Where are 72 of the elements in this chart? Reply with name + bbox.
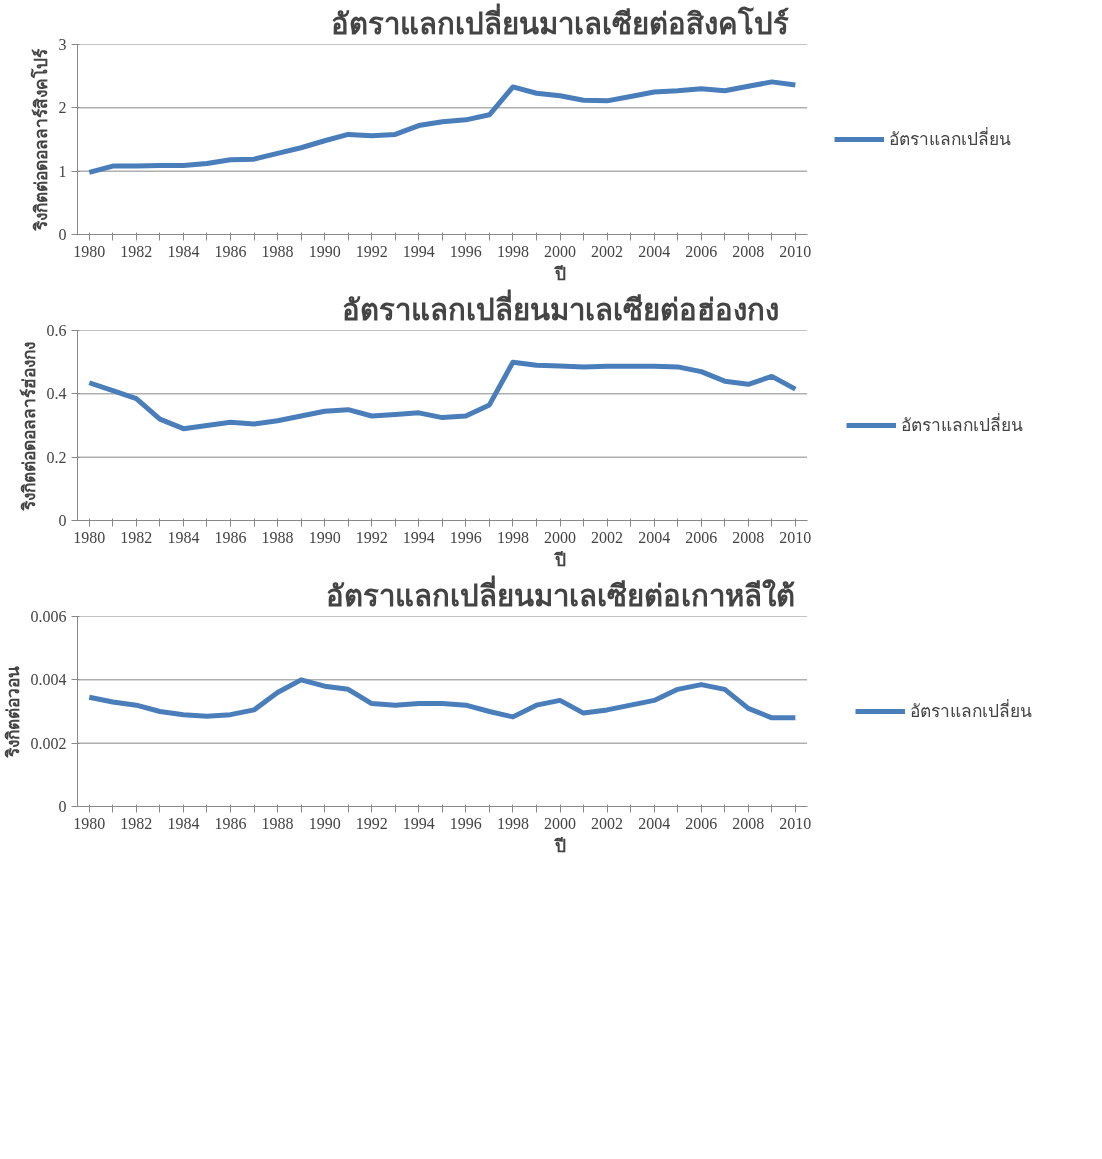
x-tick-label: 1998 [496,242,529,260]
legend-label: อัตราแลกเปลี่ยน [900,412,1023,437]
x-tick-label: 1992 [355,242,388,260]
x-tick-label: 1992 [355,814,388,832]
x-tick-label: 1994 [402,528,435,546]
x-tick-label: 2002 [591,242,624,260]
y-tick-label: 0.002 [30,734,67,752]
x-tick-label: 1988 [261,242,294,260]
x-tick-label: 1996 [449,528,482,546]
x-tick-label: 1990 [308,242,341,260]
x-tick-label: 1996 [449,814,482,832]
x-tick-label: 2004 [638,242,671,260]
y-tick-label: 0.6 [46,322,67,339]
x-tick-label: 2010 [779,242,812,260]
y-axis-title: ริงกิตต่อวอน [3,666,23,759]
x-tick-label: 1988 [261,528,294,546]
x-tick-label: 1988 [261,814,294,832]
x-tick-label: 1980 [73,814,106,832]
y-tick-label: 0 [58,226,67,243]
x-tick-label: 1994 [402,242,435,260]
x-tick-label: 2008 [732,528,765,546]
x-tick-label: 1992 [355,528,388,546]
y-tick-label: 0.006 [30,608,67,625]
x-tick-label: 2000 [544,814,576,832]
x-tick-label: 2008 [732,242,765,260]
x-axis-title: ปี [553,835,566,856]
x-tick-label: 1996 [449,242,482,260]
x-tick-label: 2006 [685,528,718,546]
x-tick-label: 2002 [591,814,624,832]
x-tick-label: 1982 [120,528,153,546]
x-tick-label: 2006 [685,814,718,832]
x-tick-label: 2006 [685,242,718,260]
y-tick-label: 3 [58,36,67,53]
x-tick-label: 2002 [591,528,624,546]
y-axis-title: ริงกิตต่อดอลลาร์สิงคโปร์ [29,48,51,232]
x-tick-label: 1990 [308,814,341,832]
y-tick-label: 2 [58,99,67,117]
x-tick-label: 1994 [402,814,435,832]
x-tick-label: 1980 [73,242,106,260]
chart-title: อัตราแลกเปลี่ยนมาเลเซียต่อฮ่องกง [341,288,779,326]
chart-title: อัตราแลกเปลี่ยนมาเลเซียต่อสิงคโปร์ [331,2,789,40]
x-tick-label: 2000 [544,528,576,546]
y-tick-label: 0 [58,512,67,529]
x-tick-label: 1986 [214,814,247,832]
x-tick-label: 2004 [638,814,671,832]
y-tick-label: 0 [58,798,67,815]
y-tick-label: 1 [58,162,67,180]
y-tick-label: 0.2 [46,448,67,466]
chart-title: อัตราแลกเปลี่ยนมาเลเซียต่อเกาหลีใต้ [325,574,795,612]
x-axis-title: ปี [553,549,566,570]
x-tick-label: 1984 [167,242,200,260]
x-tick-label: 1980 [73,528,106,546]
y-tick-label: 0.4 [46,385,67,403]
x-tick-label: 1984 [167,814,200,832]
x-tick-label: 1982 [120,814,153,832]
legend-label: อัตราแลกเปลี่ยน [910,698,1032,723]
x-tick-label: 1984 [167,528,200,546]
x-tick-label: 2004 [638,528,671,546]
y-axis-title: ริงกิตต่อดอลลาร์ฮ่องกง [18,341,39,512]
x-axis-title: ปี [553,263,566,284]
x-tick-label: 1982 [120,242,153,260]
x-tick-label: 1998 [496,528,529,546]
x-tick-label: 1986 [214,528,247,546]
x-tick-label: 2010 [779,528,812,546]
x-tick-label: 1990 [308,528,341,546]
x-tick-label: 2010 [779,814,812,832]
x-tick-label: 2008 [732,814,765,832]
legend-label: อัตราแลกเปลี่ยน [888,126,1011,151]
x-tick-label: 2000 [544,242,576,260]
x-tick-label: 1998 [496,814,529,832]
x-tick-label: 1986 [214,242,247,260]
y-tick-label: 0.004 [30,671,67,689]
